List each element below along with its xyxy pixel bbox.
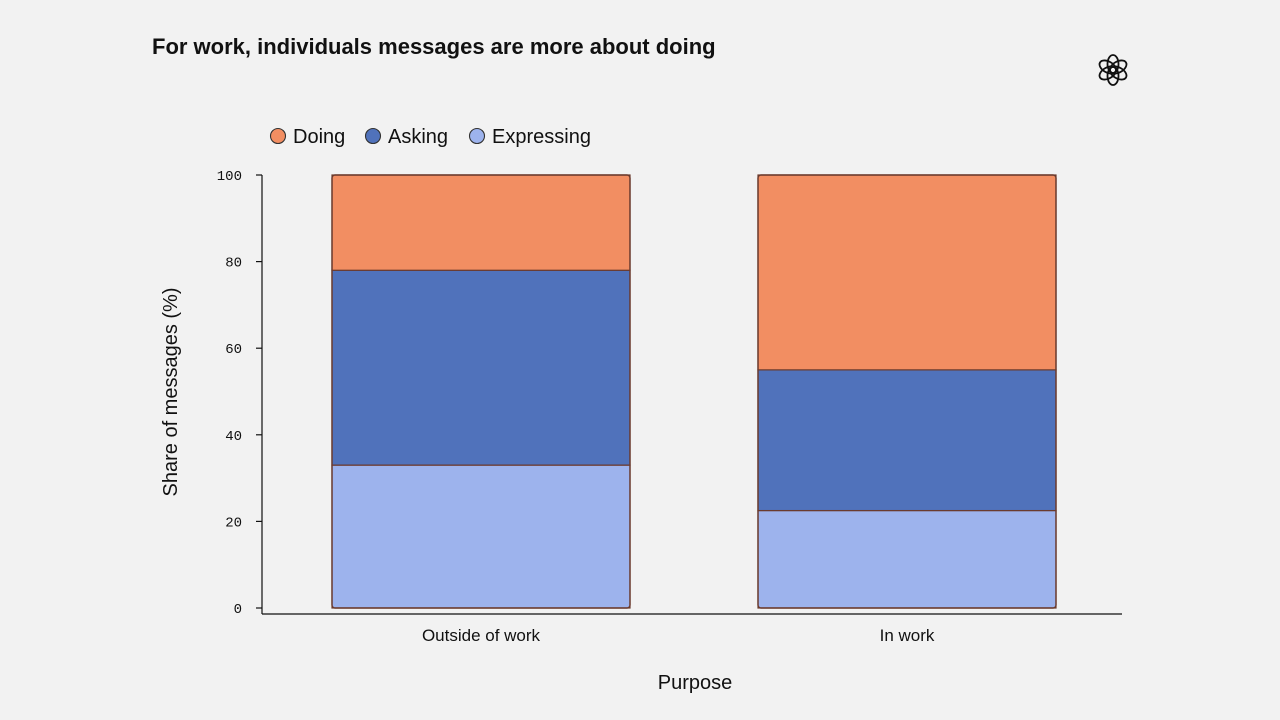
- bar-segment-asking: [331, 269, 631, 466]
- bar-outline: [757, 174, 1057, 609]
- bar-segment-expressing: [331, 464, 631, 609]
- chart-title: For work, individuals messages are more …: [152, 34, 716, 59]
- bar-segment-expressing: [757, 509, 1057, 609]
- legend-item-asking: Asking: [364, 126, 448, 148]
- bar-segment-asking: [757, 369, 1057, 512]
- y-tick-label: 0: [234, 602, 242, 618]
- legend-marker: [364, 127, 382, 145]
- bars: [331, 174, 1057, 609]
- x-category-label: Outside of work: [422, 626, 541, 645]
- x-axis-title: Purpose: [658, 672, 733, 694]
- legend-item-doing: Doing: [269, 126, 345, 148]
- legend-label: Expressing: [492, 126, 591, 148]
- bar-segment-doing: [757, 174, 1057, 371]
- y-tick-label: 80: [225, 256, 242, 272]
- bar-outline: [331, 174, 631, 609]
- y-axis: 0 20 40 60 80 100: [217, 169, 263, 618]
- y-tick-label: 60: [225, 342, 242, 358]
- openai-logo-icon: [1098, 54, 1128, 86]
- bar-segment-doing: [331, 174, 631, 271]
- legend-marker: [269, 127, 287, 145]
- x-axis: Outside of work In work: [262, 613, 1122, 645]
- y-tick-label: 40: [225, 429, 242, 445]
- legend-label: Asking: [388, 126, 448, 148]
- legend: Doing Asking Expressing: [269, 126, 591, 148]
- legend-marker: [468, 127, 486, 145]
- y-axis-title: Share of messages (%): [160, 288, 182, 497]
- y-tick-label: 20: [225, 515, 242, 531]
- x-category-label: In work: [880, 626, 935, 645]
- legend-item-expressing: Expressing: [468, 126, 591, 148]
- legend-label: Doing: [293, 126, 345, 148]
- y-tick-label: 100: [217, 169, 242, 185]
